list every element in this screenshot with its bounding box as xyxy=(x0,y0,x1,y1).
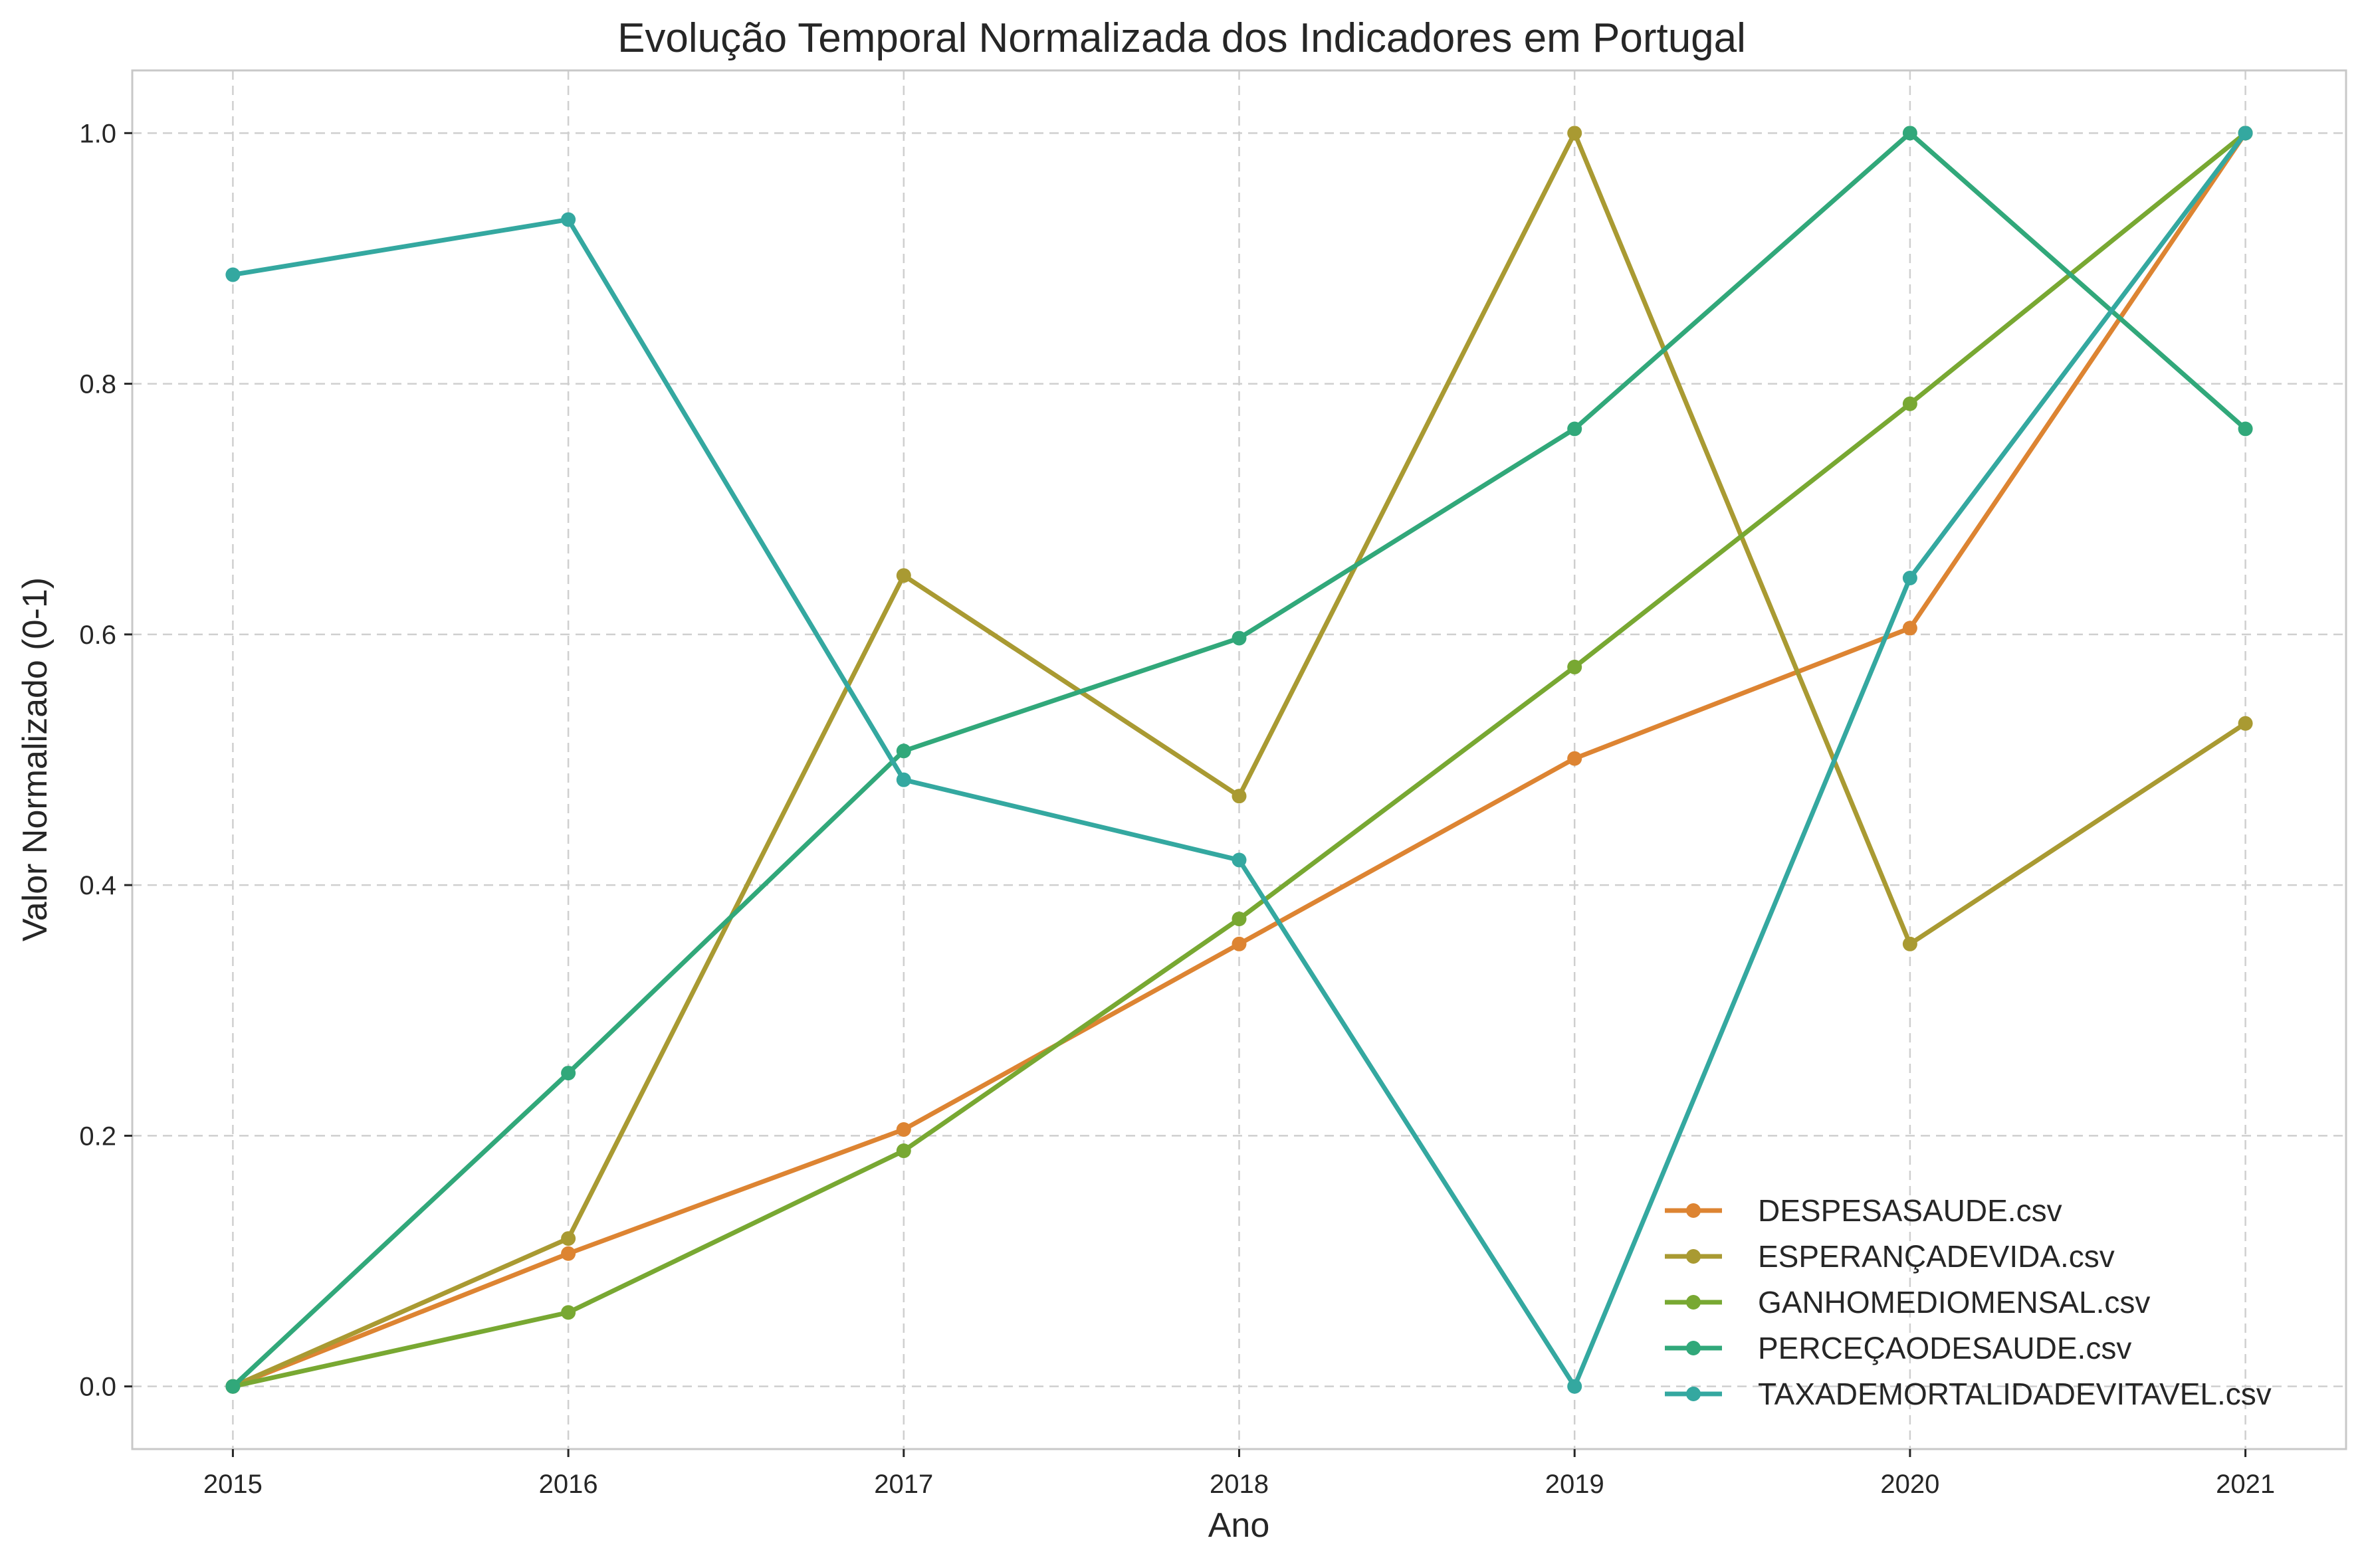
data-point xyxy=(896,1143,911,1159)
data-point xyxy=(1567,126,1582,141)
data-point xyxy=(561,1246,576,1261)
data-point xyxy=(561,1066,576,1081)
x-tick-label: 2017 xyxy=(874,1470,933,1499)
y-tick-label: 0.6 xyxy=(79,621,116,650)
legend: DESPESASAUDE.csv ESPERANÇADEVIDA.csv GANHO… xyxy=(1665,1193,2272,1411)
x-tick-label: 2019 xyxy=(1545,1470,1604,1499)
data-point xyxy=(1232,936,1247,951)
x-axis-label: Ano xyxy=(1208,1506,1270,1545)
data-point xyxy=(561,1231,576,1246)
data-point xyxy=(896,568,911,583)
y-tick-label: 1.0 xyxy=(79,119,116,148)
data-point xyxy=(1902,396,1917,411)
y-axis: 0.0 0.2 0.4 0.6 0.8 1.0 xyxy=(79,119,132,1402)
data-point xyxy=(561,1305,576,1320)
y-axis-label: Valor Normalizado (0-1) xyxy=(16,577,54,941)
data-point xyxy=(225,267,241,282)
data-point xyxy=(561,212,576,227)
legend-swatch-marker xyxy=(1686,1387,1701,1401)
legend-label: ESPERANÇADEVIDA.csv xyxy=(1758,1239,2115,1274)
data-point xyxy=(225,1379,241,1394)
data-point xyxy=(1902,570,1917,585)
data-point xyxy=(1902,936,1917,951)
legend-item: GANHOMEDIOMENSAL.csv xyxy=(1665,1285,2150,1320)
legend-item: ESPERANÇADEVIDA.csv xyxy=(1665,1239,2115,1274)
data-point xyxy=(1902,126,1917,141)
legend-swatch-marker xyxy=(1686,1295,1701,1310)
y-tick-label: 0.0 xyxy=(79,1373,116,1402)
x-tick-label: 2015 xyxy=(203,1470,263,1499)
legend-swatch-marker xyxy=(1686,1341,1701,1355)
x-axis: 2015 2016 2017 2018 2019 2020 2021 xyxy=(203,1449,2275,1499)
x-tick-label: 2018 xyxy=(1210,1470,1269,1499)
x-tick-label: 2021 xyxy=(2216,1470,2275,1499)
series-layer xyxy=(225,126,2253,1394)
legend-item: DESPESASAUDE.csv xyxy=(1665,1193,2062,1228)
data-point xyxy=(2238,716,2253,731)
data-point xyxy=(1567,751,1582,766)
y-tick-label: 0.8 xyxy=(79,370,116,399)
y-tick-label: 0.2 xyxy=(79,1122,116,1151)
data-point xyxy=(1902,621,1917,636)
x-tick-label: 2020 xyxy=(1880,1470,1939,1499)
legend-item: PERCEÇAODESAUDE.csv xyxy=(1665,1331,2131,1365)
legend-label: DESPESASAUDE.csv xyxy=(1758,1193,2062,1228)
legend-label: TAXADEMORTALIDADEVITAVEL.csv xyxy=(1758,1377,2272,1411)
data-point xyxy=(1232,912,1247,927)
data-point xyxy=(2238,126,2253,141)
legend-label: PERCEÇAODESAUDE.csv xyxy=(1758,1331,2131,1365)
series-4 xyxy=(225,126,2253,1394)
data-point xyxy=(1232,852,1247,868)
legend-item: TAXADEMORTALIDADEVITAVEL.csv xyxy=(1665,1377,2272,1411)
legend-swatch-marker xyxy=(1686,1249,1701,1264)
data-point xyxy=(1567,659,1582,674)
data-point xyxy=(896,772,911,787)
data-point xyxy=(1232,631,1247,646)
data-point xyxy=(1567,421,1582,437)
data-point xyxy=(896,743,911,759)
y-tick-label: 0.4 xyxy=(79,871,116,900)
legend-swatch-marker xyxy=(1686,1203,1701,1218)
data-point xyxy=(896,1122,911,1137)
chart-title: Evolução Temporal Normalizada dos Indica… xyxy=(617,15,1746,61)
data-point xyxy=(1232,789,1247,804)
x-tick-label: 2016 xyxy=(539,1470,598,1499)
legend-label: GANHOMEDIOMENSAL.csv xyxy=(1758,1285,2150,1320)
series-3 xyxy=(225,126,2253,1394)
data-point xyxy=(2238,421,2253,437)
data-point xyxy=(1567,1379,1582,1394)
